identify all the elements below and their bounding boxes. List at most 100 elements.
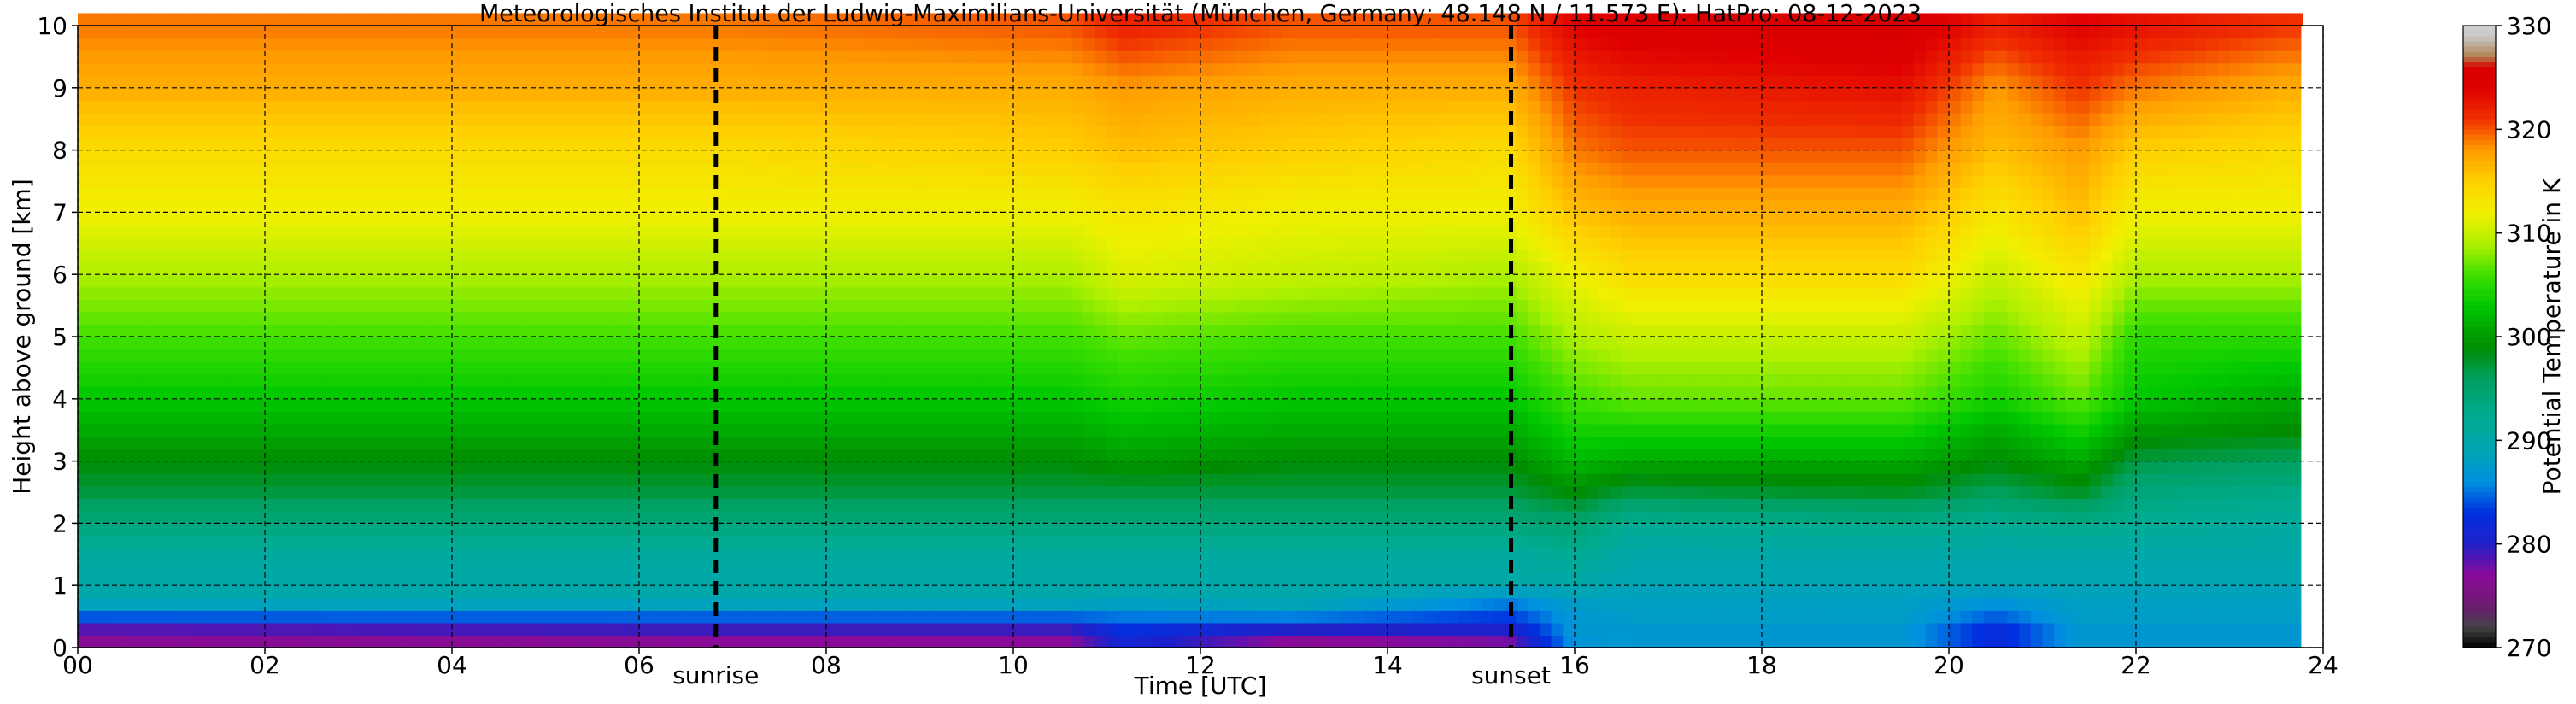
heatmap-cell [1106,311,1119,326]
heatmap-cell [1048,174,1061,188]
heatmap-cell [849,286,862,300]
heatmap-cell [1212,100,1224,114]
heatmap-cell [183,449,196,462]
heatmap-cell [615,311,628,326]
heatmap-cell [744,535,757,549]
heatmap-cell [1048,436,1061,449]
heatmap-cell [861,548,874,561]
heatmap-cell [802,597,815,611]
heatmap-cell [136,187,149,201]
heatmap-cell [1188,510,1201,524]
heatmap-cell [744,62,757,76]
heatmap-cell [241,324,254,337]
heatmap-cell [662,361,675,375]
heatmap-cell [159,249,173,263]
heatmap-cell [311,261,325,275]
heatmap-cell [358,187,371,201]
heatmap-cell [183,311,196,326]
heatmap-cell [1048,461,1061,474]
heatmap-cell [1200,386,1213,400]
heatmap-cell [989,423,1002,437]
heatmap-cell [1141,337,1154,350]
heatmap-cell [78,138,91,151]
heatmap-cell [1106,535,1119,549]
heatmap-cell [311,449,325,462]
heatmap-cell [171,473,184,487]
heatmap-cell [732,187,745,201]
heatmap-cell [744,436,757,449]
heatmap-cell [720,535,734,549]
heatmap-cell [475,125,488,138]
heatmap-cell [662,87,675,101]
heatmap-cell [954,138,967,151]
heatmap-cell [253,187,266,201]
heatmap-cell [814,62,827,76]
heatmap-cell [1141,548,1154,561]
heatmap-cell [603,138,617,151]
heatmap-cell [966,473,979,487]
heatmap-cell [1130,13,1143,26]
heatmap-cell [440,373,453,387]
heatmap-cell [241,523,254,537]
heatmap-cell [1036,174,1049,188]
heatmap-cell [732,13,745,26]
heatmap-cell [1165,449,1178,462]
heatmap-cell [919,62,932,76]
heatmap-cell [1036,398,1049,412]
heatmap-cell [311,224,325,238]
heatmap-cell [919,436,932,449]
heatmap-cell [802,286,815,300]
heatmap-cell [1071,87,1084,101]
heatmap-cell [475,535,488,549]
heatmap-cell [288,224,301,238]
heatmap-cell [1177,560,1189,574]
heatmap-cell [872,560,886,574]
heatmap-cell [311,50,325,64]
heatmap-cell [300,337,313,350]
heatmap-cell [931,311,944,326]
heatmap-cell [393,187,406,201]
heatmap-cell [533,548,547,561]
heatmap-cell [1013,498,1026,512]
heatmap-cell [335,622,348,637]
heatmap-cell [685,261,699,275]
heatmap-cell [183,349,196,362]
heatmap-cell [533,572,547,586]
heatmap-cell [370,361,383,375]
heatmap-cell [837,212,850,226]
heatmap-cell [1059,199,1073,213]
heatmap-cell [159,87,173,101]
heatmap-cell [977,138,991,151]
heatmap-cell [428,100,441,114]
heatmap-cell [124,523,138,537]
heatmap-cell [720,386,734,400]
heatmap-cell [428,635,441,648]
heatmap-cell [802,112,815,126]
heatmap-cell [183,386,196,400]
heatmap-cell [393,548,406,561]
heatmap-cell [814,249,827,263]
heatmap-cell [639,398,652,412]
heatmap-cell [580,212,593,226]
heatmap-cell [358,150,371,163]
heatmap-cell [1141,436,1154,449]
heatmap-cell [802,423,815,437]
heatmap-cell [709,13,722,26]
heatmap-cell [475,224,488,238]
heatmap-cell [463,398,476,412]
heatmap-cell [276,423,289,437]
heatmap-cell [183,423,196,437]
heatmap-cell [966,299,979,313]
heatmap-cell [428,622,441,637]
heatmap-cell [685,386,699,400]
heatmap-cell [487,510,500,524]
heatmap-cell [346,498,360,512]
heatmap-cell [802,75,815,89]
heatmap-cell [194,75,208,89]
heatmap-cell [557,261,570,275]
heatmap-cell [1001,286,1014,300]
heatmap-cell [159,572,173,586]
heatmap-cell [335,485,348,499]
heatmap-cell [183,337,196,350]
heatmap-cell [78,100,91,114]
